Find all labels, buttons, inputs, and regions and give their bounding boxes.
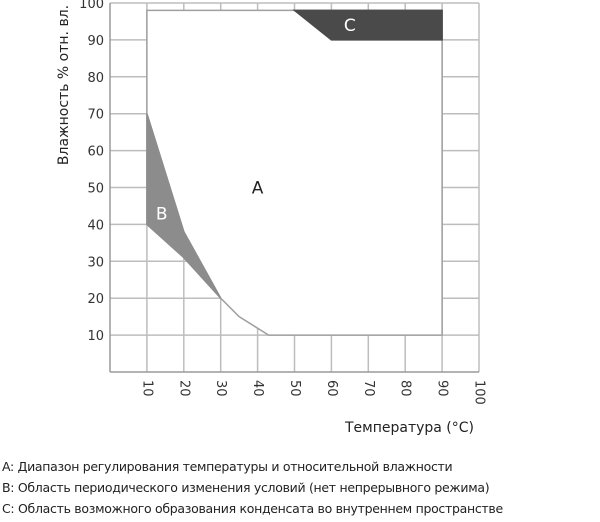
region-a (146, 9, 443, 336)
region-b (146, 113, 222, 299)
legend-b: B: Область периодического изменения усло… (2, 480, 490, 495)
x-tick-label: 80 (398, 380, 413, 397)
region-c (292, 9, 443, 41)
x-tick-label: 40 (250, 380, 265, 397)
x-tick-label: 100 (472, 380, 487, 405)
y-tick-label: 70 (87, 108, 104, 123)
x-axis-label: Температура (°C) (344, 420, 474, 436)
y-tick-label: 80 (87, 71, 104, 86)
x-tick-label: 20 (176, 380, 191, 397)
y-tick-label: 100 (79, 0, 104, 12)
y-axis-label: Влажность % отн. вл. (56, 5, 72, 165)
x-tick-label: 60 (324, 380, 339, 397)
x-tick-label: 10 (139, 380, 154, 397)
y-tick-label: 60 (87, 145, 104, 160)
x-tick-label: 90 (435, 380, 450, 397)
y-tick-label: 50 (87, 182, 104, 197)
y-tick-label: 30 (87, 255, 104, 270)
y-tick-label: 40 (87, 218, 104, 233)
y-tick-label: 10 (87, 329, 104, 344)
x-tick-label: 30 (213, 380, 228, 397)
legend-a: A: Диапазон регулирования температуры и … (2, 459, 453, 474)
x-tick-label: 70 (361, 380, 376, 397)
region-label-b: B (156, 204, 168, 224)
region-label-c: C (344, 16, 356, 36)
y-tick-label: 20 (87, 292, 104, 307)
x-tick-label: 50 (287, 380, 302, 397)
legend-c: C: Область возможного образования конден… (2, 501, 503, 516)
region-label-a: A (252, 179, 264, 199)
y-tick-label: 90 (87, 34, 104, 49)
